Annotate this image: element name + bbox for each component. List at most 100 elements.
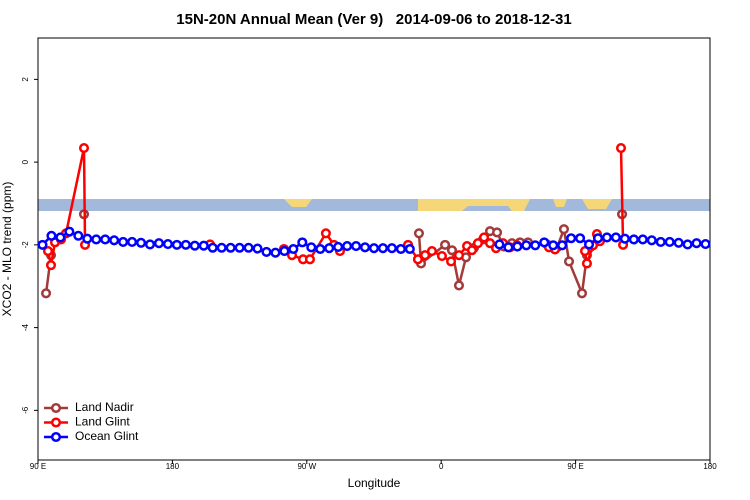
data-point xyxy=(646,235,657,246)
data-point xyxy=(46,230,57,241)
data-point xyxy=(700,238,711,250)
legend-label: Land Nadir xyxy=(75,400,134,414)
data-point xyxy=(324,243,335,254)
y-tick-label: -4 xyxy=(21,324,30,332)
map-strip xyxy=(38,199,710,211)
data-point xyxy=(619,233,630,244)
data-point xyxy=(581,258,592,269)
data-point xyxy=(521,240,532,251)
data-point xyxy=(395,243,406,255)
x-tick-label: 90 W xyxy=(297,462,316,471)
data-point xyxy=(118,236,129,248)
data-point xyxy=(171,239,182,250)
data-point xyxy=(78,143,90,154)
data-point xyxy=(320,228,331,239)
data-point xyxy=(404,243,415,255)
data-point xyxy=(530,240,541,251)
data-point xyxy=(189,240,200,251)
data-point xyxy=(492,227,503,238)
data-point xyxy=(691,238,702,249)
data-point xyxy=(446,245,458,256)
data-point xyxy=(592,233,604,244)
data-point xyxy=(288,243,299,255)
data-point xyxy=(512,241,523,252)
data-point xyxy=(484,238,496,249)
data-point xyxy=(45,260,57,271)
data-point xyxy=(377,243,389,254)
data-point xyxy=(446,256,457,267)
data-point xyxy=(440,239,451,250)
data-point xyxy=(610,232,621,243)
data-point xyxy=(153,238,165,249)
data-point xyxy=(243,242,254,253)
y-tick-label: 0 xyxy=(21,159,30,164)
data-point xyxy=(37,239,48,250)
data-point xyxy=(359,242,371,253)
data-point xyxy=(91,234,102,245)
data-point xyxy=(315,243,326,255)
data-point xyxy=(55,232,66,243)
data-point xyxy=(673,237,684,248)
x-tick-label: 180 xyxy=(166,462,180,471)
data-point xyxy=(563,256,575,267)
data-point xyxy=(576,288,588,299)
data-point xyxy=(583,239,595,250)
data-point xyxy=(306,242,317,253)
legend-label: Ocean Glint xyxy=(75,429,139,443)
data-point xyxy=(453,250,465,261)
data-point xyxy=(180,239,191,250)
data-point xyxy=(304,254,315,265)
data-point xyxy=(297,237,308,248)
data-point xyxy=(436,250,447,262)
data-point xyxy=(261,246,272,257)
data-point xyxy=(100,234,111,245)
data-point xyxy=(413,228,424,239)
data-point xyxy=(420,250,431,261)
data-point xyxy=(41,288,52,299)
data-point xyxy=(466,245,478,256)
data-point xyxy=(127,236,138,248)
data-point xyxy=(216,242,227,253)
data-point xyxy=(198,240,209,251)
data-point xyxy=(162,238,173,250)
data-point xyxy=(664,236,675,248)
data-point xyxy=(234,242,245,253)
data-point xyxy=(682,239,693,250)
data-point xyxy=(135,237,147,248)
data-point xyxy=(615,143,627,154)
data-point xyxy=(494,239,505,250)
y-axis-label: XCO2 - MLO trend (ppm) xyxy=(0,182,14,317)
data-point xyxy=(628,234,639,245)
data-point xyxy=(655,236,666,248)
data-point xyxy=(342,241,353,252)
data-point xyxy=(566,233,577,244)
data-point xyxy=(73,230,84,241)
data-point xyxy=(351,241,362,252)
data-point xyxy=(64,226,75,237)
x-tick-label: 0 xyxy=(439,462,444,471)
chart-title: 15N-20N Annual Mean (Ver 9) 2014-09-06 t… xyxy=(176,11,571,28)
y-tick-label: -2 xyxy=(21,241,30,249)
x-axis-label: Longitude xyxy=(348,476,401,490)
data-point xyxy=(557,240,568,251)
data-point xyxy=(479,232,490,243)
plot-frame xyxy=(37,37,711,461)
data-point xyxy=(333,241,344,252)
legend-marker xyxy=(50,402,62,414)
data-point xyxy=(82,233,93,244)
data-point xyxy=(637,234,648,245)
data-point xyxy=(539,237,550,248)
data-point xyxy=(279,246,290,257)
data-point xyxy=(368,243,380,254)
data-point xyxy=(548,240,559,251)
legend-marker xyxy=(50,417,62,428)
data-point xyxy=(412,254,423,265)
data-point xyxy=(601,232,613,243)
data-point xyxy=(252,243,263,254)
legend-label: Land Glint xyxy=(75,415,130,429)
x-tick-label: 90 E xyxy=(30,462,46,471)
data-point xyxy=(558,224,570,235)
data-point xyxy=(144,239,156,250)
data-point xyxy=(109,235,120,246)
